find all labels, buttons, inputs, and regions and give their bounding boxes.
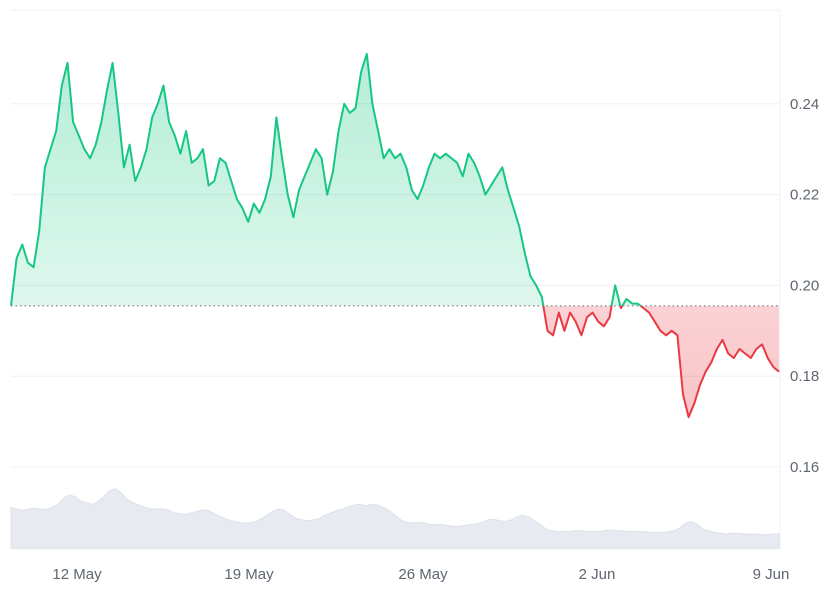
y-tick-label: 0.24 (790, 96, 819, 113)
volume-shape (10, 488, 780, 549)
price-line-below (11, 305, 780, 419)
x-tick-label: 2 Jun (579, 566, 616, 583)
area-fill-below (543, 305, 779, 418)
y-axis-labels: 0.24 0.22 0.20 0.18 0.16 (790, 96, 819, 476)
x-tick-label: 26 May (398, 566, 448, 583)
volume-area (10, 488, 780, 549)
y-tick-label: 0.16 (790, 459, 819, 476)
x-tick-label: 19 May (224, 566, 274, 583)
y-tick-label: 0.20 (790, 277, 819, 294)
area-fill-above (11, 53, 779, 306)
x-axis-labels: 12 May 19 May 26 May 2 Jun 9 Jun (52, 566, 789, 583)
x-tick-label: 9 Jun (753, 566, 790, 583)
price-area (10, 52, 780, 419)
x-tick-label: 12 May (52, 566, 102, 583)
price-line-above (10, 52, 643, 306)
y-tick-label: 0.18 (790, 368, 819, 385)
y-tick-label: 0.22 (790, 187, 819, 204)
